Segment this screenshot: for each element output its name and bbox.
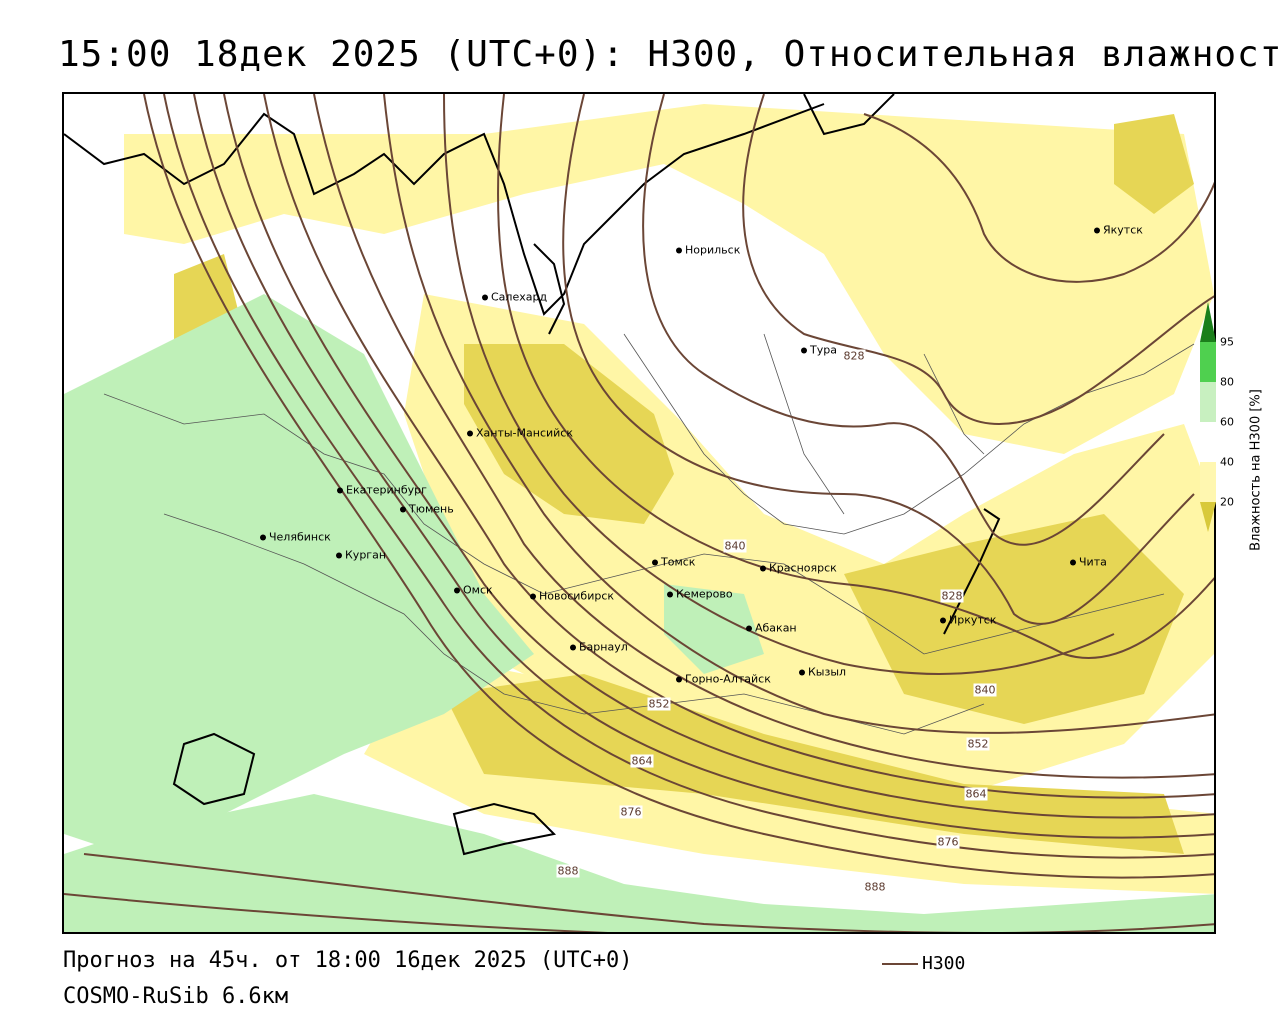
city-dot [746, 625, 752, 632]
city-dot [337, 487, 343, 494]
colorbar-tick: 40 [1220, 455, 1234, 469]
city-dot [652, 559, 658, 566]
city-dot [260, 534, 266, 541]
city-chelyabinsk: Челябинск [260, 531, 331, 544]
model-name: COSMO-RuSib 6.6км [63, 984, 289, 1009]
colorbar-segment-0 [1200, 502, 1216, 532]
h300-isolines [64, 94, 1214, 932]
coastlines [64, 94, 1001, 856]
city-yakutsk: Якутск [1094, 224, 1143, 237]
city-dot [482, 294, 488, 301]
colorbar-tick: 80 [1220, 375, 1234, 389]
city-dot [1070, 559, 1076, 566]
isoline-swatch [882, 963, 918, 965]
humidity-green-south [64, 794, 1214, 932]
colorbar-segment-20 [1200, 462, 1216, 502]
forecast-info: Прогноз на 45ч. от 18:00 16дек 2025 (UTC… [63, 948, 633, 973]
city-dot [940, 617, 946, 624]
humidity-yellow-north [124, 104, 1214, 454]
isoline-label: 840 [973, 683, 997, 697]
city-dot [667, 591, 673, 598]
isoline-label: 876 [619, 805, 643, 819]
city-dot [1094, 227, 1100, 234]
colorbar-segment-40 [1200, 422, 1216, 462]
city-dot [676, 247, 682, 254]
city-abakan: Абакан [746, 622, 797, 635]
city-kyzyl: Кызыл [799, 666, 846, 679]
city-krasnoyarsk: Красноярск [760, 562, 837, 575]
city-dot [530, 593, 536, 600]
humidity-dark-ne [1114, 114, 1194, 214]
colorbar-tick: 60 [1220, 415, 1234, 429]
colorbar-tick: 95 [1220, 335, 1234, 349]
isoline-label: 840 [723, 539, 747, 553]
colorbar-segment-80 [1200, 342, 1216, 382]
isoline-label: 864 [964, 787, 988, 801]
city-barnaul: Барнаул [570, 641, 628, 654]
city-salekhard: Салехард [482, 291, 547, 304]
humidity-dark-irk [844, 514, 1184, 724]
isoline-label: 864 [630, 754, 654, 768]
city-khanty-mansiysk: Ханты-Мансийск [467, 427, 573, 440]
humidity-green-west [64, 294, 534, 854]
humidity-colorbar [1200, 302, 1216, 532]
isoline-label: 852 [966, 737, 990, 751]
humidity-dark-south [444, 674, 1184, 854]
city-dot [801, 347, 807, 354]
map-canvas [64, 94, 1214, 932]
colorbar-title: Влажность на H300 [%] [1248, 389, 1264, 551]
colorbar-segment-60 [1200, 382, 1216, 422]
city-chita: Чита [1070, 556, 1107, 569]
city-tyumen: Тюмень [400, 503, 454, 516]
city-dot [676, 676, 682, 683]
city-dot [570, 644, 576, 651]
city-tomsk: Томск [652, 556, 695, 569]
city-dot [760, 565, 766, 572]
isoline-label: 888 [556, 864, 580, 878]
isoline-label: 828 [842, 349, 866, 363]
colorbar-tick: 20 [1220, 495, 1234, 509]
city-irkutsk: Иркутск [940, 614, 996, 627]
isoline-legend: H300 [882, 953, 965, 974]
isoline-label: 888 [863, 880, 887, 894]
city-gorno-altaysk: Горно-Алтайск [676, 673, 771, 686]
city-norilsk: Норильск [676, 244, 740, 257]
humidity-green-patch [664, 584, 764, 674]
city-dot [400, 506, 406, 513]
city-omsk: Омск [454, 584, 493, 597]
humidity-fields [64, 104, 1214, 932]
city-dot [799, 669, 805, 676]
isoline-label: 828 [940, 589, 964, 603]
city-dot [336, 552, 342, 559]
city-kurgan: Курган [336, 549, 386, 562]
city-dot [454, 587, 460, 594]
map-title: 15:00 18дек 2025 (UTC+0): H300, Относите… [58, 34, 1280, 75]
city-novosibirsk: Новосибирск [530, 590, 614, 603]
city-yekaterinburg: Екатеринбург [337, 484, 427, 497]
city-dot [467, 430, 473, 437]
isoline-label: 876 [936, 835, 960, 849]
isoline-label: 852 [647, 697, 671, 711]
colorbar-segment-95 [1200, 302, 1216, 342]
city-kemerovo: Кемерово [667, 588, 733, 601]
map-area: Норильск Якутск Салехард Тура Ханты-Манс… [62, 92, 1216, 934]
city-tura: Тура [801, 344, 837, 357]
